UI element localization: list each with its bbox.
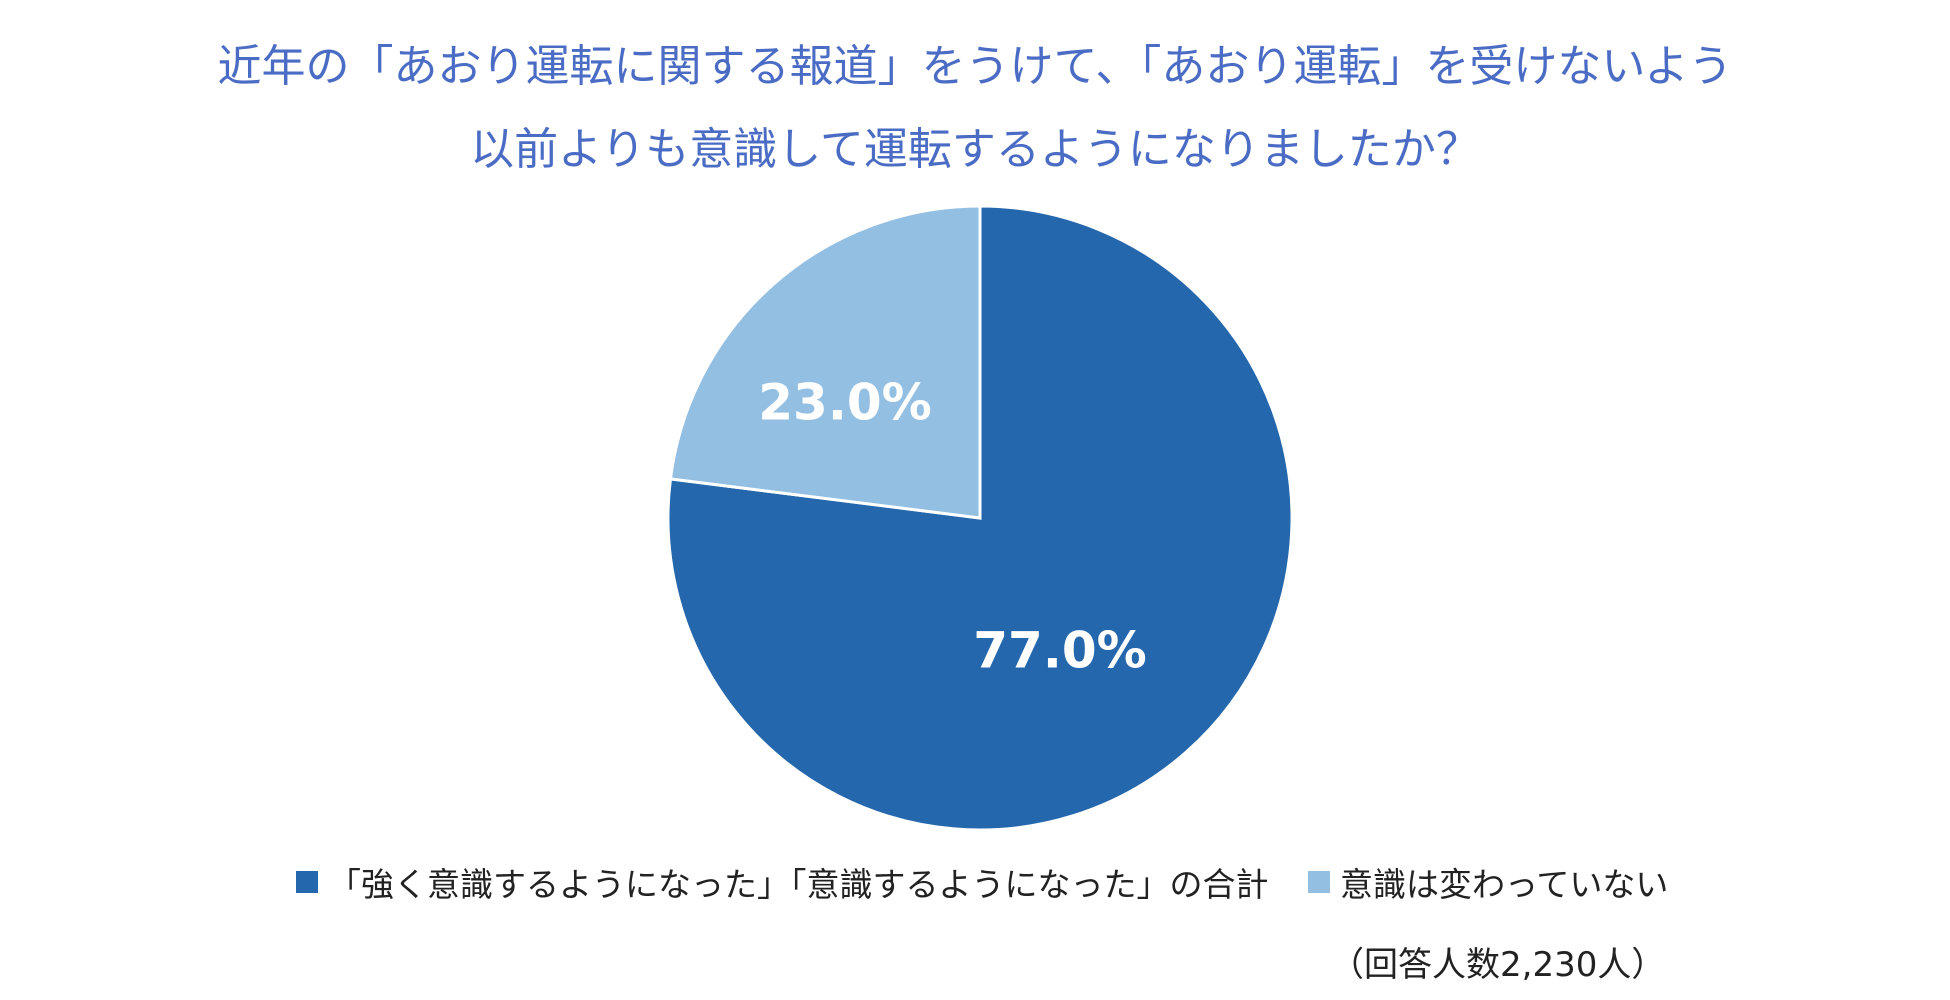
- pie-slice-strongly-aware: [666, 204, 1294, 832]
- pie-label-unchanged: 23.0%: [758, 374, 931, 432]
- pie-label-strongly-aware: 77.0%: [973, 622, 1146, 680]
- legend-label-unchanged: 意識は変わっていない: [1340, 865, 1669, 904]
- legend-swatch-unchanged: [1308, 871, 1330, 893]
- pie-slice-unchanged: [668, 204, 982, 520]
- legend-label-strongly-aware: 「強く意識するようになった」「意識するようになった」の合計: [328, 865, 1269, 904]
- legend-swatch-strongly-aware: [296, 871, 318, 893]
- legend-item-unchanged: 意識は変わっていない: [1308, 858, 1668, 906]
- legend-item-strongly-aware: 「強く意識するようになった」「意識するようになった」の合計: [296, 858, 1269, 906]
- respondent-count-note: （回答人数2,230人）: [1330, 945, 1666, 985]
- chart-title-line-2: 以前よりも意識して運転するようになりましたか？: [470, 124, 1480, 175]
- chart-title-line-1: 近年の「あおり運転に関する報道」をうけて、「あおり運転」を受けないよう: [217, 41, 1733, 92]
